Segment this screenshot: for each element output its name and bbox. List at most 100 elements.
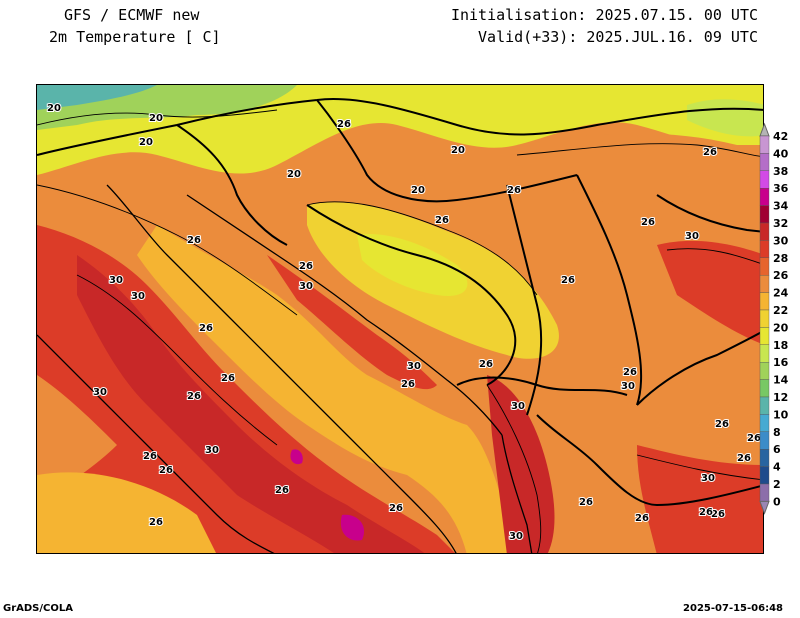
colorbar-swatch <box>759 431 770 450</box>
alpine-band-12 <box>37 85 157 110</box>
contour-22-a <box>306 201 538 296</box>
contour-label: 26 <box>337 119 351 130</box>
contour-label: 26 <box>389 503 403 514</box>
colorbar-swatch <box>759 240 770 259</box>
colorbar-tick-label: 2 <box>773 478 781 491</box>
colorbar-swatch <box>759 222 770 241</box>
coastlines <box>37 184 533 553</box>
colorbar-swatch <box>759 483 770 502</box>
dalmatia-band-30 <box>267 255 437 390</box>
contour-label: 26 <box>747 433 761 444</box>
border-slovenia-croatia <box>176 124 288 246</box>
contour-label: 26 <box>299 261 313 272</box>
colorbar-tick-label: 24 <box>773 287 789 300</box>
colorbar-swatch <box>759 466 770 485</box>
border-greece-north <box>536 414 763 507</box>
colorbar-swatch <box>759 396 770 415</box>
border-serbia-east <box>576 174 643 406</box>
colorbar-tick-label: 18 <box>773 339 788 352</box>
contour-label: 20 <box>287 169 301 180</box>
contour-label: 30 <box>621 381 635 392</box>
country-borders <box>37 98 763 507</box>
contour-label: 26 <box>435 215 449 226</box>
contour-30-c <box>486 384 542 553</box>
sea-band-24 <box>137 225 507 553</box>
contour-26-b <box>636 454 763 481</box>
contour-label: 30 <box>701 473 715 484</box>
contour-label: 26 <box>737 453 751 464</box>
contour-label: 26 <box>699 507 713 518</box>
colorbar-swatch <box>759 344 770 363</box>
colorbar-swatch <box>759 187 770 206</box>
contour-label: 26 <box>623 367 637 378</box>
colorbar-swatches <box>759 122 770 515</box>
colorbar-tick-label: 40 <box>773 147 789 160</box>
border-montenegro <box>456 376 628 396</box>
model-title: GFS / ECMWF new <box>64 6 200 24</box>
east-band-26 <box>517 133 763 245</box>
contour-label: 26 <box>635 513 649 524</box>
colorbar-tick-label: 8 <box>773 426 781 439</box>
border-bulgaria <box>636 330 763 406</box>
contour-label: 30 <box>685 231 699 242</box>
contour-label: 26 <box>479 359 493 370</box>
border-bosnia <box>306 204 517 386</box>
colorbar-tick-label: 6 <box>773 443 781 456</box>
contour-30-b <box>666 248 763 265</box>
colorbar-tick-label: 16 <box>773 356 789 369</box>
contour-label: 30 <box>205 445 219 456</box>
colorbar-tick-label: 22 <box>773 304 788 317</box>
contour-label: 20 <box>451 145 465 156</box>
colorbar-tick-label: 28 <box>773 252 788 265</box>
colorbar-tick-label: 10 <box>773 408 789 421</box>
contour-label: 20 <box>139 137 153 148</box>
contour-label: 26 <box>275 485 289 496</box>
coast-croatia <box>186 194 503 436</box>
colorbar-swatch <box>759 135 770 154</box>
variable-title: 2m Temperature [ C] <box>49 28 221 46</box>
italy-band-32 <box>77 255 425 553</box>
contour-26-a <box>37 184 298 316</box>
contour-label: 30 <box>131 291 145 302</box>
footer-credit: GrADS/COLA <box>3 603 73 614</box>
contour-label: 26 <box>149 517 163 528</box>
colorbar-max-arrow <box>759 122 770 137</box>
colorbar-swatch <box>759 153 770 172</box>
contour-label: 26 <box>187 235 201 246</box>
contour-label: 30 <box>511 401 525 412</box>
contour-label: 26 <box>221 373 235 384</box>
colorbar-swatch <box>759 292 770 311</box>
contour-labels: 2020262020202026262630302626263030262626… <box>46 102 762 543</box>
contour-label: 26 <box>711 509 725 520</box>
colorbar-swatch <box>759 274 770 293</box>
temperature-map: 20 20 26 20 20 20 20 26 26 26 30 30 26 26 26 30 30 26 26 26… <box>36 84 764 554</box>
contour-20-b <box>516 143 763 158</box>
colorbar-swatch <box>759 205 770 224</box>
colorbar-tick-label: 32 <box>773 217 788 230</box>
contour-label: 30 <box>407 361 421 372</box>
colorbar-swatch <box>759 170 770 189</box>
contour-label: 30 <box>93 387 107 398</box>
initialisation-time: Initialisation: 2025.07.15. 00 UTC <box>450 6 758 24</box>
contour-label: 26 <box>715 419 729 430</box>
contour-label: 26 <box>401 379 415 390</box>
contour-label: 20 <box>47 103 61 114</box>
contour-label: 26 <box>561 275 575 286</box>
contour-label: 30 <box>509 531 523 542</box>
colorbar-swatch <box>759 257 770 276</box>
coast-albania <box>501 434 533 553</box>
border-romania-bulgaria <box>656 194 763 233</box>
contour-label: 30 <box>299 281 313 292</box>
footer-timestamp: 2025-07-15-06:48 <box>683 603 783 614</box>
hotspot-34-a <box>290 449 303 465</box>
hotspot-34-b <box>340 514 365 541</box>
colorbar-swatch <box>759 449 770 467</box>
contour-label: 20 <box>149 113 163 124</box>
colorbar-swatch <box>759 379 770 398</box>
colorbar-tick-label: 34 <box>773 200 789 213</box>
colorbar-tick-label: 26 <box>773 269 789 282</box>
contour-label: 26 <box>579 497 593 508</box>
border-croatia-hungary <box>316 99 578 203</box>
aegean-band-30 <box>637 445 763 553</box>
